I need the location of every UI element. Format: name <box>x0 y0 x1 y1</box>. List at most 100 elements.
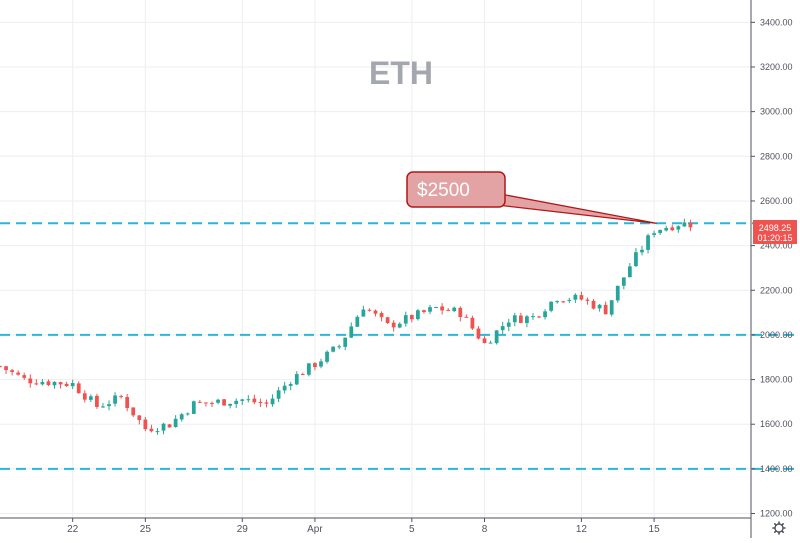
candle[interactable] <box>16 370 21 376</box>
candle[interactable] <box>234 398 239 409</box>
candle[interactable] <box>518 312 523 324</box>
candle[interactable] <box>46 379 51 387</box>
candle[interactable] <box>137 415 142 425</box>
candle[interactable] <box>464 314 469 318</box>
y-axis-ticks[interactable]: 1200.00 1400.00 1600.00 1800.00 2000.00 2200.… <box>751 17 793 519</box>
candle[interactable] <box>688 219 693 232</box>
candle[interactable] <box>313 362 317 371</box>
candle[interactable] <box>452 306 457 313</box>
candle[interactable] <box>228 403 233 409</box>
candle[interactable] <box>379 311 384 322</box>
candle[interactable] <box>246 395 251 403</box>
candle[interactable] <box>95 393 99 409</box>
candle[interactable] <box>252 394 257 405</box>
candle[interactable] <box>10 368 14 376</box>
candle[interactable] <box>331 346 335 353</box>
candle[interactable] <box>294 371 299 386</box>
candle[interactable] <box>355 315 360 327</box>
candle[interactable] <box>500 321 505 335</box>
candle[interactable] <box>658 229 663 236</box>
candle[interactable] <box>422 309 426 314</box>
candle[interactable] <box>325 350 329 364</box>
candle[interactable] <box>458 306 463 322</box>
candle[interactable] <box>113 392 117 407</box>
candle[interactable] <box>143 416 148 432</box>
candle[interactable] <box>4 365 8 374</box>
candle[interactable] <box>70 379 75 390</box>
candle[interactable] <box>446 307 451 312</box>
candle[interactable] <box>76 381 81 394</box>
callout-box[interactable] <box>406 171 506 208</box>
candle[interactable] <box>682 218 687 227</box>
candle[interactable] <box>88 394 93 403</box>
candle[interactable] <box>676 225 681 233</box>
candle[interactable] <box>300 372 305 376</box>
candle[interactable] <box>615 285 620 303</box>
candle[interactable] <box>64 381 69 388</box>
candle[interactable] <box>264 399 269 408</box>
candle[interactable] <box>391 320 396 332</box>
candle[interactable] <box>240 398 245 405</box>
candle[interactable] <box>319 358 323 369</box>
x-axis-ticks[interactable]: 22 25 29 Apr 5 8 12 15 <box>67 518 660 535</box>
candle[interactable] <box>161 422 166 435</box>
candle[interactable] <box>197 400 202 403</box>
candle[interactable] <box>603 301 608 315</box>
candle[interactable] <box>579 291 584 301</box>
candle[interactable] <box>367 308 372 312</box>
candle[interactable] <box>276 387 281 403</box>
candle[interactable] <box>210 401 214 408</box>
candle[interactable] <box>361 305 366 317</box>
candle[interactable] <box>416 308 420 321</box>
candle[interactable] <box>222 398 226 406</box>
candle[interactable] <box>131 407 136 417</box>
candle[interactable] <box>403 311 408 327</box>
candle[interactable] <box>537 315 541 319</box>
candle[interactable] <box>337 344 342 350</box>
candle[interactable] <box>573 293 578 303</box>
candle[interactable] <box>107 400 111 411</box>
candle[interactable] <box>409 314 414 323</box>
candle[interactable] <box>591 298 596 310</box>
candle[interactable] <box>561 300 566 304</box>
candle[interactable] <box>567 297 572 304</box>
candle[interactable] <box>506 318 511 332</box>
candle[interactable] <box>585 297 590 305</box>
candle[interactable] <box>155 428 160 435</box>
candle[interactable] <box>385 316 390 324</box>
candle[interactable] <box>609 300 614 317</box>
candle[interactable] <box>167 424 172 428</box>
settings-gear-icon[interactable] <box>772 521 786 535</box>
candle[interactable] <box>646 233 650 254</box>
candle[interactable] <box>149 424 154 433</box>
candle[interactable] <box>470 315 475 330</box>
candle[interactable] <box>621 277 626 290</box>
candle[interactable] <box>288 381 293 391</box>
candle[interactable] <box>670 224 675 232</box>
candle[interactable] <box>627 263 632 278</box>
candle[interactable] <box>34 379 39 386</box>
candle[interactable] <box>634 248 638 268</box>
candle[interactable] <box>216 398 220 405</box>
candle[interactable] <box>185 412 190 416</box>
candle[interactable] <box>307 363 311 377</box>
candle[interactable] <box>101 403 105 408</box>
candle[interactable] <box>22 372 27 381</box>
candle[interactable] <box>525 315 529 328</box>
candle[interactable] <box>58 381 63 389</box>
candle[interactable] <box>204 402 208 407</box>
candle[interactable] <box>531 313 535 320</box>
candle[interactable] <box>428 304 432 315</box>
candle[interactable] <box>555 300 560 304</box>
candle[interactable] <box>434 306 438 309</box>
candle[interactable] <box>597 303 602 312</box>
candle[interactable] <box>28 374 33 388</box>
candle[interactable] <box>258 398 263 408</box>
candle[interactable] <box>482 336 487 344</box>
candle[interactable] <box>652 230 656 238</box>
candle[interactable] <box>0 365 2 368</box>
candle[interactable] <box>282 381 287 394</box>
candle[interactable] <box>476 326 481 340</box>
candle[interactable] <box>125 394 130 412</box>
candle[interactable] <box>512 312 517 327</box>
